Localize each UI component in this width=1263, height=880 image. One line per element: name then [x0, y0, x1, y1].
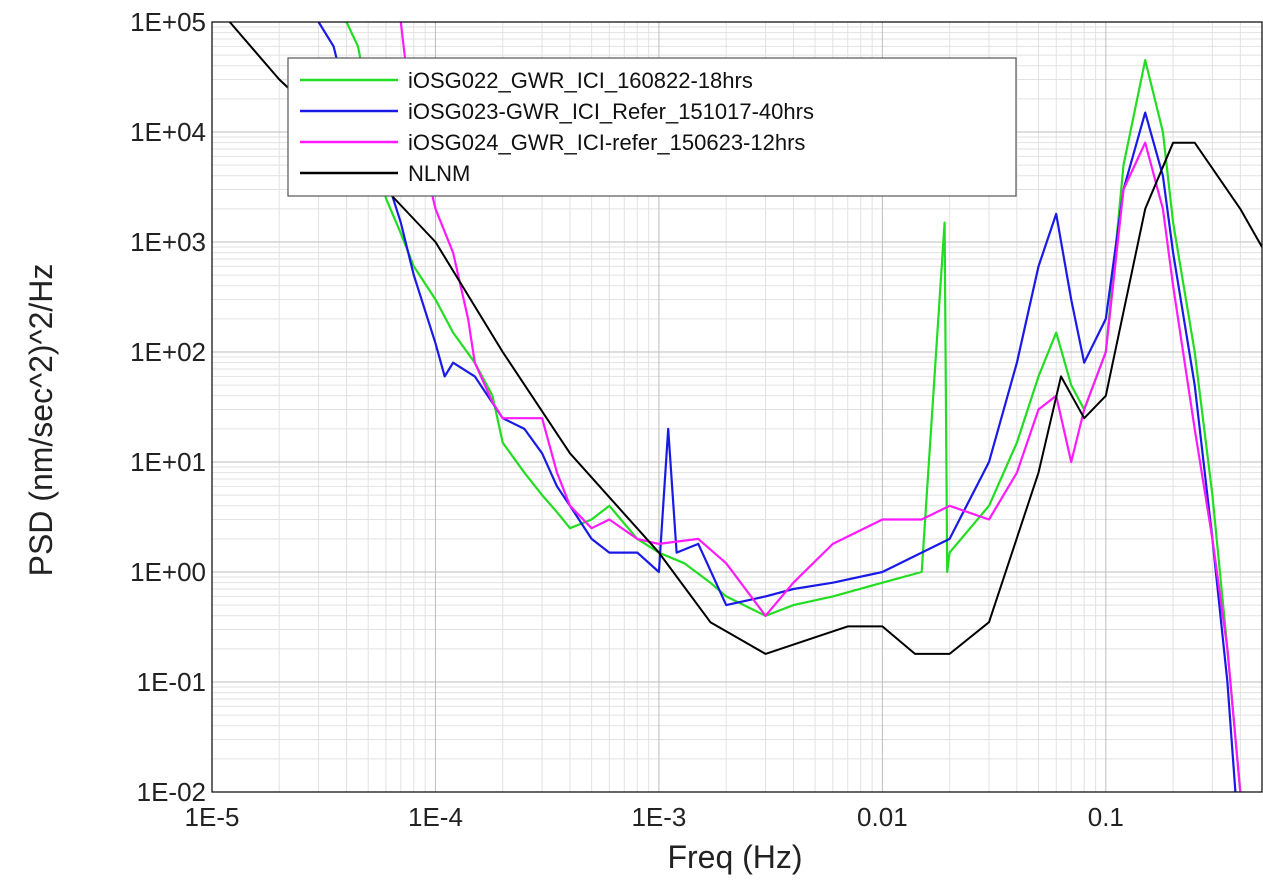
x-tick-label: 1E-4 — [408, 802, 463, 832]
plot-frame — [211, 21, 1263, 793]
legend: iOSG022_GWR_ICI_160822-18hrs iOSG023-GWR_… — [287, 57, 1017, 197]
series-line-2 — [317, 22, 1237, 792]
legend-label: iOSG023-GWR_ICI_Refer_151017-40hrs — [408, 99, 814, 124]
x-tick-label: 0.01 — [857, 802, 908, 832]
y-tick-label: 1E+01 — [130, 447, 206, 477]
x-tick-label: 0.1 — [1088, 802, 1124, 832]
series-layer — [228, 22, 1262, 792]
y-tick-label: 1E+04 — [130, 117, 206, 147]
y-tick-label: 1E+00 — [130, 557, 206, 587]
y-tick-label: 1E+02 — [130, 337, 206, 367]
y-tick-labels: 1E+05 1E+04 1E+03 1E+02 1E+01 1E+00 1E-01 1E-02 — [130, 7, 206, 807]
legend-label: iOSG024_GWR_ICI-refer_150623-12hrs — [408, 130, 805, 155]
y-axis-title: PSD (nm/sec^2)^2/Hz — [23, 264, 59, 577]
x-tick-label: 1E-3 — [631, 802, 686, 832]
x-axis-title: Freq (Hz) — [667, 839, 802, 875]
x-tick-labels: 1E-5 1E-4 1E-3 0.01 0.1 — [185, 802, 1124, 832]
y-tick-label: 1E-02 — [137, 777, 206, 807]
legend-label: iOSG022_GWR_ICI_160822-18hrs — [408, 68, 753, 93]
y-tick-label: 1E-01 — [137, 667, 206, 697]
x-tick-label: 1E-5 — [185, 802, 240, 832]
legend-label: NLNM — [408, 161, 470, 186]
series-line-4 — [228, 22, 1262, 655]
legend-box — [287, 57, 1017, 197]
y-tick-label: 1E+05 — [130, 7, 206, 37]
series-line-3 — [399, 22, 1242, 792]
y-tick-label: 1E+03 — [130, 227, 206, 257]
